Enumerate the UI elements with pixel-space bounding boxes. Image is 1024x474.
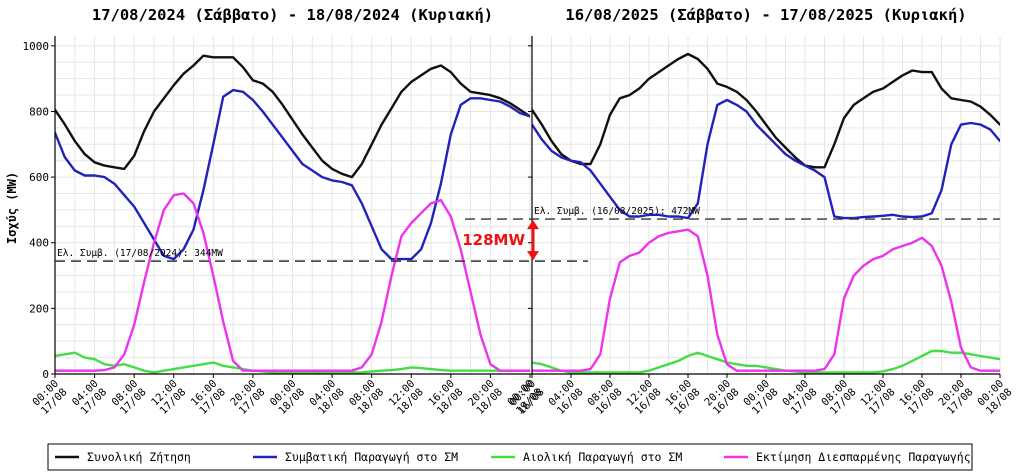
legend-label-wind: Αιολική Παραγωγή στο ΣΜ [523,450,682,464]
series-line-demand [55,54,530,179]
series-line-distributed [532,228,1000,372]
y-tick-label: 0 [42,368,49,381]
y-tick-label: 400 [29,237,49,250]
gap-arrow-head-down [527,251,539,261]
series-group [55,54,530,374]
series-line-wind [55,351,530,374]
y-axis-label: Ισχύς (MW) [5,172,19,244]
grid [54,36,531,375]
legend-label-conventional: Συμβατική Παραγωγή στο ΣΜ [285,450,458,464]
min-conventional-label-2: Ελ. Συμβ. (16/08/2025): 472MW [534,206,700,217]
chart-title: 16/08/2025 (Σάββατο) - 17/08/2025 (Κυρια… [565,6,966,24]
y-tick-label: 200 [29,302,49,315]
legend-label-demand: Συνολική Ζήτηση [87,450,191,464]
series-line-distributed [55,192,530,372]
x-tick-label: 08:0017/08 [109,378,148,417]
gap-arrow-head-up [527,220,539,230]
series-line-conventional [55,88,530,261]
y-tick-label: 600 [29,171,49,184]
legend: Συνολική Ζήτηση Συμβατική Παραγωγή στο ΣΜ… [47,443,973,471]
series-line-wind [532,349,1000,374]
y-tick-label: 800 [29,105,49,118]
legend-label-distributed: Εκτίμηση Διεσπαρμένης Παραγωγής [756,450,971,464]
chart-title: 17/08/2024 (Σάββατο) - 18/08/2024 (Κυρια… [92,6,493,24]
series-group [532,52,1000,374]
series-line-demand [532,52,1000,169]
min-conventional-label-1: Ελ. Συμβ. (17/08/2024): 344MW [57,248,223,259]
gap-label: 128MW [462,231,525,249]
series-line-conventional [532,98,1000,220]
y-tick-label: 1000 [23,40,50,53]
